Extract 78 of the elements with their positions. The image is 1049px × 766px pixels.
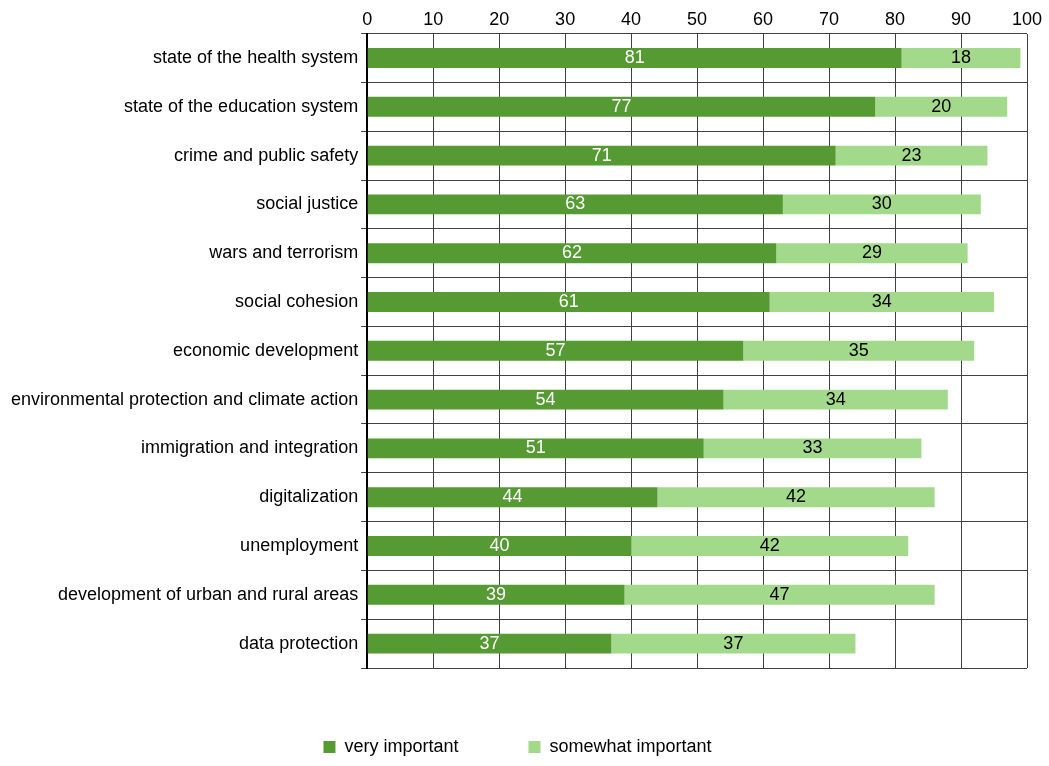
y-tick-label: unemployment [240, 534, 359, 555]
data-label: 37 [479, 632, 500, 653]
y-tick-label: crime and public safety [174, 144, 359, 165]
bar [723, 389, 948, 410]
data-label: 62 [561, 242, 582, 263]
data-label: 18 [951, 46, 972, 67]
data-label: 71 [591, 144, 612, 165]
bar [367, 389, 724, 410]
x-tick-label: 0 [362, 8, 373, 29]
y-tick-label: state of the health system [153, 46, 359, 67]
bar [835, 145, 988, 166]
data-label: 54 [535, 388, 556, 409]
legend-label: somewhat important [549, 735, 712, 756]
bar [367, 292, 770, 312]
bar [624, 584, 935, 605]
legend-label: very important [344, 735, 459, 756]
data-label: 77 [611, 95, 632, 116]
data-label: 35 [848, 339, 869, 360]
data-label: 63 [565, 193, 586, 214]
bar [367, 633, 612, 654]
data-label: 33 [802, 437, 823, 458]
data-label: 37 [723, 632, 744, 653]
bar [367, 48, 902, 68]
y-tick-label: economic development [173, 339, 359, 360]
data-label: 81 [624, 46, 645, 67]
data-label: 20 [931, 95, 952, 116]
bar [657, 487, 935, 508]
data-label: 51 [525, 437, 546, 458]
bar [367, 340, 744, 361]
data-label: 40 [489, 534, 510, 555]
x-tick-label: 60 [753, 8, 774, 29]
y-tick-label: development of urban and rural areas [57, 583, 359, 604]
bar [367, 145, 836, 166]
y-tick-label: environmental protection and climate action [10, 388, 359, 409]
y-tick-label: social cohesion [235, 290, 359, 311]
bar [776, 243, 968, 264]
bar [367, 194, 783, 215]
bar [769, 292, 995, 312]
y-tick-label: immigration and integration [141, 437, 359, 458]
bar [631, 536, 909, 556]
x-tick-label: 10 [423, 8, 444, 29]
bar [901, 48, 1021, 68]
y-tick-label: digitalization [259, 486, 359, 507]
y-tick-label: social justice [256, 193, 359, 214]
data-label: 44 [502, 486, 523, 507]
x-tick-label: 100 [1011, 8, 1043, 29]
data-label: 30 [871, 193, 892, 214]
bar [743, 340, 975, 361]
bar [611, 633, 856, 654]
x-tick-label: 80 [885, 8, 906, 29]
bar [367, 243, 777, 264]
x-tick-label: 90 [951, 8, 972, 29]
y-tick-label: wars and terrorism [208, 242, 359, 263]
x-tick-label: 70 [819, 8, 840, 29]
data-label: 42 [759, 534, 780, 555]
bar [703, 438, 922, 459]
data-label: 29 [861, 242, 882, 263]
x-tick-label: 30 [555, 8, 576, 29]
y-tick-label: data protection [239, 632, 359, 653]
data-label: 39 [486, 583, 507, 604]
data-label: 57 [545, 339, 566, 360]
data-label: 61 [558, 290, 579, 311]
bar [367, 487, 658, 508]
bar [782, 194, 981, 215]
data-label: 47 [769, 583, 790, 604]
bar [367, 536, 632, 556]
x-tick-label: 40 [621, 8, 642, 29]
data-label: 42 [786, 486, 807, 507]
bar [875, 96, 1008, 117]
x-tick-label: 20 [489, 8, 510, 29]
data-label: 34 [871, 290, 892, 311]
y-tick-label: state of the education system [124, 95, 359, 116]
bar [367, 96, 876, 117]
data-label: 34 [825, 388, 846, 409]
data-label: 23 [901, 144, 922, 165]
x-tick-label: 50 [687, 8, 708, 29]
bar [367, 438, 704, 459]
bar [367, 584, 625, 605]
